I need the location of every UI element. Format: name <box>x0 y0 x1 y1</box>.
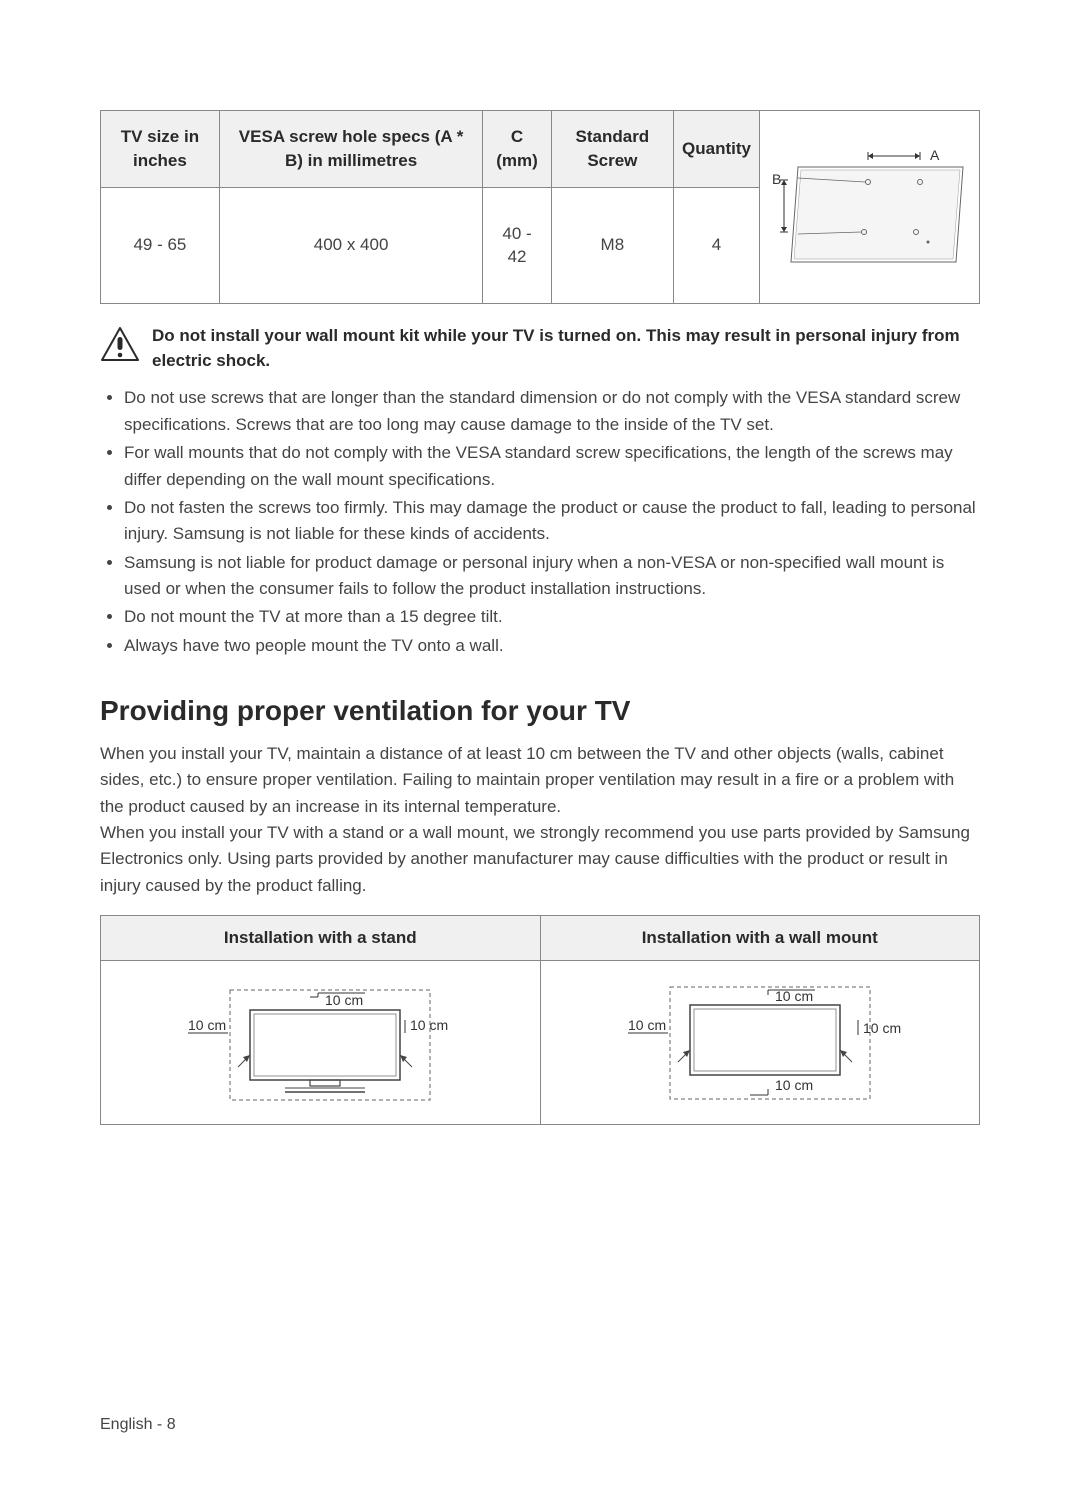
bullet-item: Do not mount the TV at more than a 15 de… <box>124 604 980 630</box>
specs-cell-c: 40 - 42 <box>483 187 551 304</box>
warning-icon <box>100 326 140 362</box>
label-left-stand: 10 cm <box>188 1017 226 1033</box>
specs-header-screw: Standard Screw <box>551 111 673 188</box>
vesa-specs-table: TV size in inches VESA screw hole specs … <box>100 110 980 304</box>
specs-cell-qty: 4 <box>674 187 760 304</box>
label-top-stand: 10 cm <box>325 992 363 1008</box>
tv-back-diagram: A B <box>760 111 980 304</box>
label-right-wall: 10 cm <box>863 1020 901 1036</box>
install-header-wall: Installation with a wall mount <box>540 915 980 960</box>
ventilation-para-2: When you install your TV with a stand or… <box>100 820 980 899</box>
installation-table: Installation with a stand Installation w… <box>100 915 980 1125</box>
specs-cell-screw: M8 <box>551 187 673 304</box>
bullet-item: For wall mounts that do not comply with … <box>124 440 980 493</box>
warning-callout: Do not install your wall mount kit while… <box>100 324 980 373</box>
specs-cell-tvsize: 49 - 65 <box>101 187 220 304</box>
label-right-stand: 10 cm <box>410 1017 448 1033</box>
specs-header-c: C (mm) <box>483 111 551 188</box>
bullet-item: Do not use screws that are longer than t… <box>124 385 980 438</box>
precautions-list: Do not use screws that are longer than t… <box>100 385 980 658</box>
bullet-item: Always have two people mount the TV onto… <box>124 633 980 659</box>
label-left-wall: 10 cm <box>628 1017 666 1033</box>
specs-header-tvsize: TV size in inches <box>101 111 220 188</box>
ventilation-para-1: When you install your TV, maintain a dis… <box>100 741 980 820</box>
install-diagram-stand: 10 cm 10 cm 10 cm <box>101 960 541 1124</box>
label-bottom-wall: 10 cm <box>775 1077 813 1093</box>
page-footer: English - 8 <box>100 1416 176 1434</box>
diagram-label-a: A <box>930 147 940 163</box>
warning-text: Do not install your wall mount kit while… <box>152 324 980 373</box>
bullet-item: Do not fasten the screws too firmly. Thi… <box>124 495 980 548</box>
bullet-item: Samsung is not liable for product damage… <box>124 550 980 603</box>
install-diagram-wall: 10 cm 10 cm 10 cm 10 cm <box>540 960 980 1124</box>
ventilation-heading: Providing proper ventilation for your TV <box>100 695 980 727</box>
specs-header-qty: Quantity <box>674 111 760 188</box>
install-header-stand: Installation with a stand <box>101 915 541 960</box>
specs-header-vesa: VESA screw hole specs (A * B) in millime… <box>219 111 483 188</box>
specs-cell-vesa: 400 x 400 <box>219 187 483 304</box>
diagram-label-b: B <box>772 171 781 187</box>
